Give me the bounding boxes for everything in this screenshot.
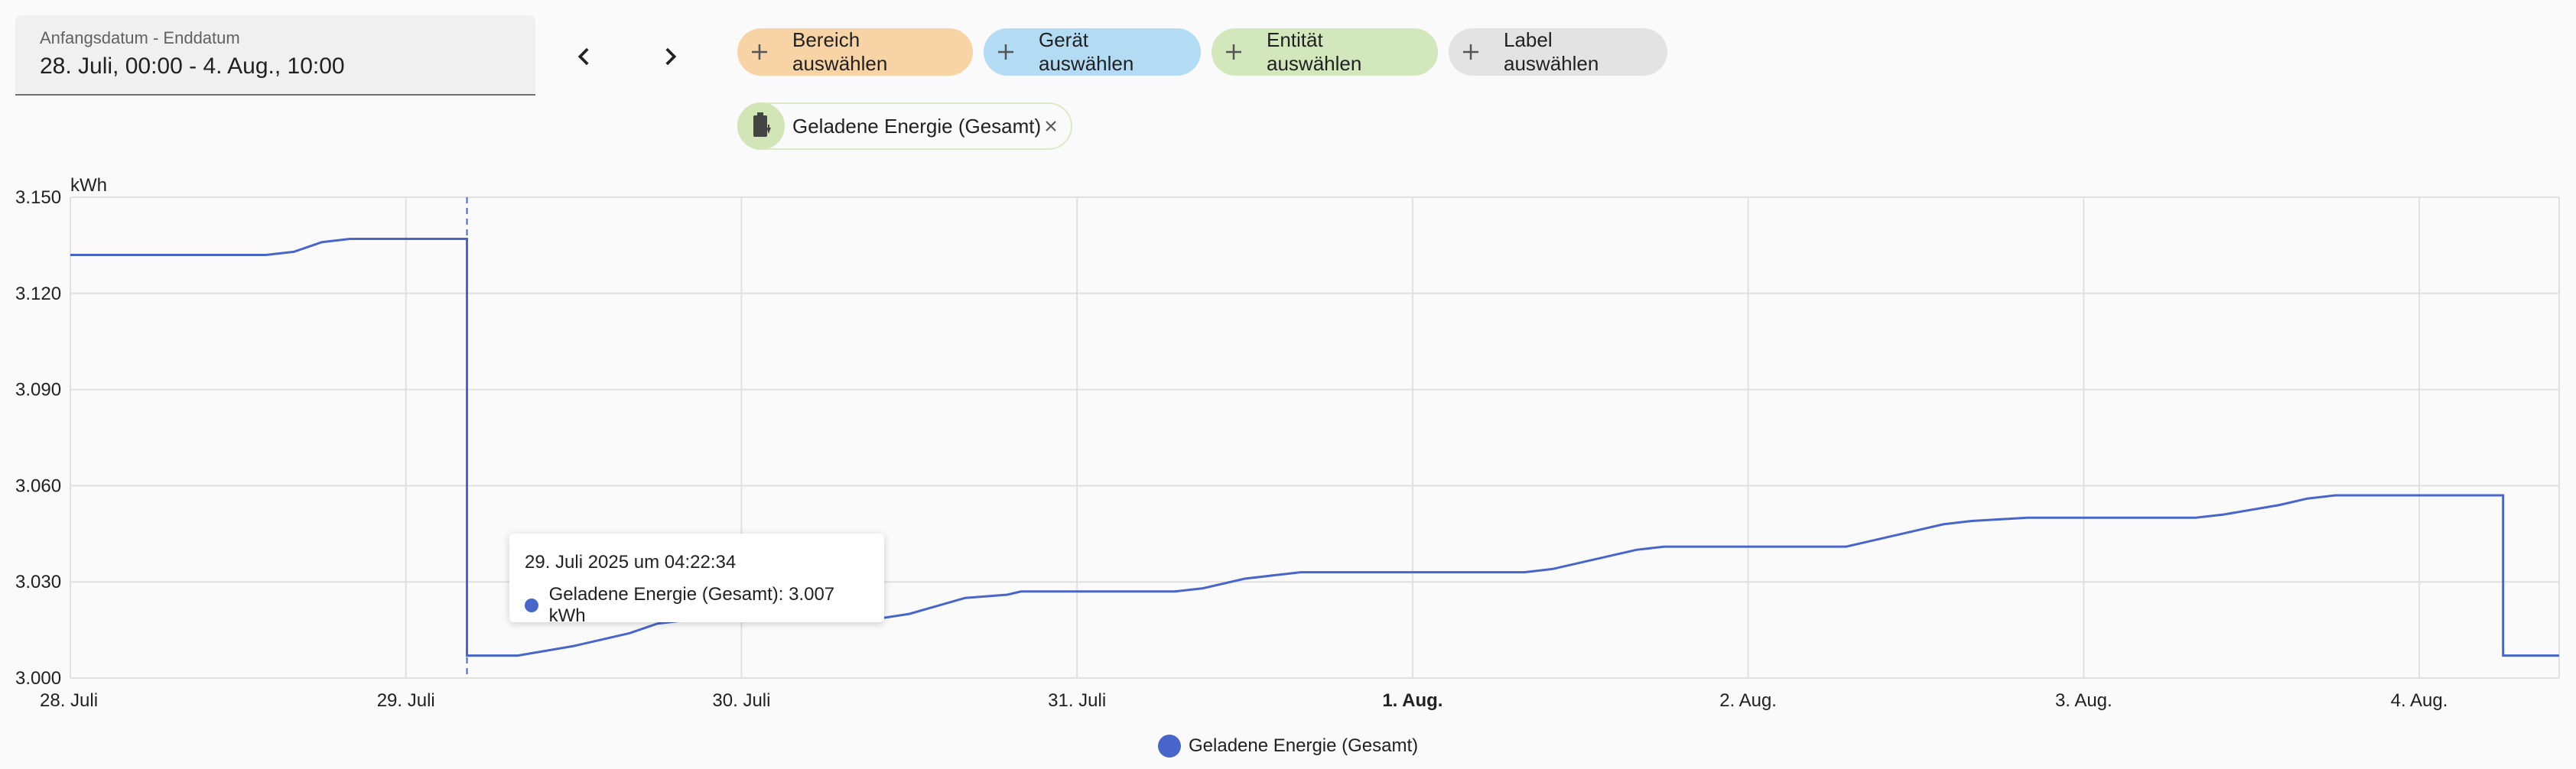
remove-entity-button[interactable] bbox=[1039, 114, 1063, 138]
chevron-right-icon bbox=[665, 47, 677, 66]
y-tick-label: 3.090 bbox=[15, 380, 61, 401]
legend-label: Geladene Energie (Gesamt) bbox=[1189, 735, 1419, 756]
x-tick-label: 3. Aug. bbox=[2055, 690, 2113, 711]
tooltip-series-dot bbox=[525, 599, 538, 612]
y-tick-label: 3.030 bbox=[15, 572, 61, 592]
select-area-button[interactable]: Bereich auswählen bbox=[737, 28, 973, 76]
y-tick-label: 3.120 bbox=[15, 284, 61, 304]
battery-charging-icon bbox=[737, 102, 785, 150]
x-tick-label: 31. Juli bbox=[1048, 690, 1106, 711]
select-device-label: Gerät auswählen bbox=[1039, 28, 1134, 75]
select-device-button[interactable]: Gerät auswählen bbox=[984, 28, 1201, 76]
date-range-picker[interactable]: Anfangsdatum - Enddatum 28. Juli, 00:00 … bbox=[15, 15, 535, 96]
x-tick-label: 29. Juli bbox=[377, 690, 435, 711]
x-tick-label: 30. Juli bbox=[712, 690, 770, 711]
select-entity-button[interactable]: Entität auswählen bbox=[1212, 28, 1438, 76]
chevron-left-icon bbox=[577, 47, 589, 66]
date-range-label: Anfangsdatum - Enddatum bbox=[40, 28, 240, 47]
select-label-button[interactable]: Label auswählen bbox=[1449, 28, 1667, 76]
plus-icon bbox=[1463, 44, 1478, 60]
y-axis-unit: kWh bbox=[70, 175, 107, 196]
legend-series-dot bbox=[1158, 735, 1181, 758]
select-label-label: Label auswählen bbox=[1504, 28, 1599, 75]
x-tick-label: 28. Juli bbox=[40, 690, 98, 711]
plus-icon bbox=[998, 44, 1013, 60]
tooltip-text: Geladene Energie (Gesamt): 3.007 kWh bbox=[548, 584, 835, 626]
plus-icon bbox=[752, 44, 767, 60]
select-entity-label: Entität auswählen bbox=[1267, 28, 1362, 75]
y-tick-label: 3.000 bbox=[15, 668, 61, 689]
series-line[interactable] bbox=[70, 238, 2559, 657]
y-tick-label: 3.060 bbox=[15, 475, 61, 496]
select-area-label: Bereich auswählen bbox=[792, 28, 888, 75]
x-tick-label: 1. Aug. bbox=[1382, 690, 1442, 711]
selected-entity-label: Geladene Energie (Gesamt) bbox=[792, 114, 1042, 138]
x-tick-label: 4. Aug. bbox=[2391, 690, 2448, 711]
next-period-button[interactable] bbox=[644, 31, 696, 83]
selected-entity-chip[interactable]: Geladene Energie (Gesamt) bbox=[737, 102, 1072, 150]
y-tick-label: 3.150 bbox=[15, 187, 61, 208]
x-tick-label: 2. Aug. bbox=[1719, 690, 1777, 711]
close-icon bbox=[1046, 121, 1056, 131]
plus-icon bbox=[1226, 44, 1241, 60]
tooltip-title: 29. Juli 2025 um 04:22:34 bbox=[525, 552, 737, 573]
date-range-value: 28. Juli, 00:00 - 4. Aug., 10:00 bbox=[40, 54, 345, 79]
chart-legend-item[interactable]: Geladene Energie (Gesamt) bbox=[1158, 732, 1418, 760]
chart-tooltip: 29. Juli 2025 um 04:22:34 Geladene Energ… bbox=[509, 534, 884, 626]
previous-period-button[interactable] bbox=[558, 31, 610, 83]
